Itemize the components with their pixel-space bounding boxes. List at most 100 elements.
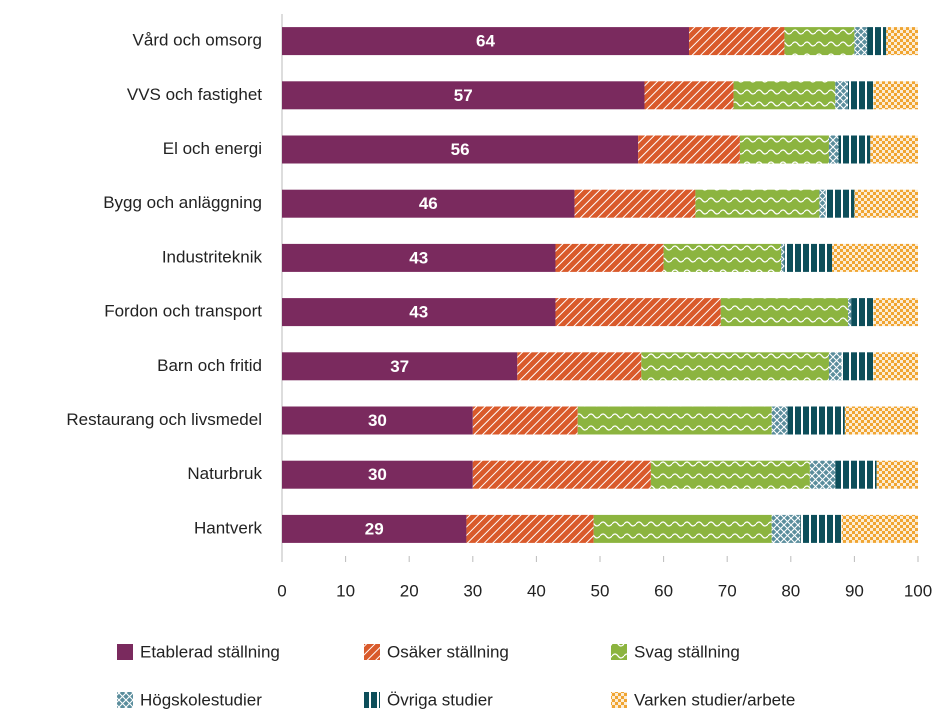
bar-segment bbox=[835, 81, 849, 110]
data-label: 30 bbox=[368, 411, 387, 430]
bar-segment bbox=[663, 243, 782, 272]
legend-swatch bbox=[364, 644, 380, 660]
legend-label: Högskolestudier bbox=[140, 690, 262, 709]
x-tick-label: 20 bbox=[400, 581, 419, 600]
bar-segment bbox=[466, 514, 594, 543]
legend-label: Osäker ställning bbox=[387, 642, 509, 661]
bar-segment bbox=[282, 298, 556, 327]
bar-segment bbox=[282, 189, 575, 218]
bar-segment bbox=[848, 298, 852, 327]
legend-swatch bbox=[611, 692, 627, 708]
x-tick-label: 100 bbox=[904, 581, 932, 600]
category-label: Industriteknik bbox=[162, 247, 263, 266]
bar-segment bbox=[886, 27, 918, 56]
legend-label: Övriga studier bbox=[387, 690, 493, 709]
data-label: 56 bbox=[451, 140, 470, 159]
bar-segment bbox=[873, 81, 918, 110]
bar-segment bbox=[771, 514, 801, 543]
bar-segment bbox=[800, 514, 842, 543]
bar-segment bbox=[835, 460, 877, 489]
bar-segment bbox=[282, 81, 645, 110]
legend-swatch bbox=[117, 644, 133, 660]
bar-segment bbox=[555, 243, 664, 272]
bar-segment bbox=[848, 81, 874, 110]
bar-segment bbox=[851, 298, 874, 327]
x-tick-label: 0 bbox=[277, 581, 286, 600]
bar-segment bbox=[638, 135, 740, 164]
bar-segment bbox=[282, 27, 690, 56]
bar-segment bbox=[282, 135, 639, 164]
bar-segment bbox=[282, 514, 467, 543]
bar-segment bbox=[771, 406, 788, 435]
bar-segment bbox=[577, 406, 772, 435]
bar-segment bbox=[282, 352, 518, 381]
legend-label: Etablerad ställning bbox=[140, 642, 280, 661]
bar-segment bbox=[282, 460, 473, 489]
x-tick-label: 10 bbox=[336, 581, 355, 600]
bar-segment bbox=[555, 298, 721, 327]
legend-label: Svag ställning bbox=[634, 642, 740, 661]
data-label: 64 bbox=[476, 32, 495, 51]
category-label: El och energi bbox=[163, 139, 262, 158]
bar-segment bbox=[873, 298, 918, 327]
bar-segment bbox=[787, 406, 845, 435]
bar-segment bbox=[472, 406, 578, 435]
legend-swatch bbox=[364, 692, 380, 708]
bar-segment bbox=[844, 406, 918, 435]
bar-segment bbox=[838, 135, 871, 164]
bar-segment bbox=[854, 189, 918, 218]
x-tick-label: 80 bbox=[781, 581, 800, 600]
bar-segment bbox=[689, 27, 785, 56]
bar-segment bbox=[472, 460, 651, 489]
bar-segment bbox=[873, 352, 918, 381]
bar-segment bbox=[841, 352, 874, 381]
bar-segment bbox=[739, 135, 829, 164]
bar-segment bbox=[784, 243, 833, 272]
category-label: Naturbruk bbox=[187, 464, 262, 483]
bar-segment bbox=[574, 189, 696, 218]
bar-segment bbox=[854, 27, 868, 56]
bar-segment bbox=[593, 514, 772, 543]
bar-segment bbox=[517, 352, 642, 381]
category-label: Bygg och anläggning bbox=[103, 193, 262, 212]
bar-segment bbox=[282, 406, 473, 435]
bar-segment bbox=[828, 135, 839, 164]
x-tick-label: 30 bbox=[463, 581, 482, 600]
data-label: 29 bbox=[365, 519, 384, 538]
data-label: 43 bbox=[409, 248, 428, 267]
data-label: 43 bbox=[409, 303, 428, 322]
legend-label: Varken studier/arbete bbox=[634, 690, 795, 709]
category-label: Barn och fritid bbox=[157, 356, 262, 375]
x-tick-label: 90 bbox=[845, 581, 864, 600]
category-label: Hantverk bbox=[194, 518, 263, 537]
bar-segment bbox=[809, 460, 836, 489]
bar-segment bbox=[867, 27, 887, 56]
bar-segment bbox=[870, 135, 918, 164]
data-label: 30 bbox=[368, 465, 387, 484]
bar-segment bbox=[641, 352, 829, 381]
x-tick-label: 40 bbox=[527, 581, 546, 600]
bar-segment bbox=[825, 189, 855, 218]
bar-segment bbox=[876, 460, 918, 489]
bar-segment bbox=[828, 352, 842, 381]
bar-segment bbox=[841, 514, 918, 543]
bar-segment bbox=[644, 81, 734, 110]
data-label: 46 bbox=[419, 194, 438, 213]
category-label: Fordon och transport bbox=[104, 302, 262, 321]
legend-swatch bbox=[611, 644, 627, 660]
category-label: Restaurang och livsmedel bbox=[66, 410, 262, 429]
bar-segment bbox=[720, 298, 849, 327]
data-label: 37 bbox=[390, 357, 409, 376]
category-label: VVS och fastighet bbox=[127, 85, 262, 104]
x-tick-label: 50 bbox=[591, 581, 610, 600]
bar-segment bbox=[781, 243, 785, 272]
bar-segment bbox=[733, 81, 836, 110]
x-tick-label: 60 bbox=[654, 581, 673, 600]
category-label: Vård och omsorg bbox=[133, 31, 262, 50]
data-label: 57 bbox=[454, 86, 473, 105]
legend-swatch bbox=[117, 692, 133, 708]
bar-segment bbox=[282, 243, 556, 272]
bar-segment bbox=[784, 27, 855, 56]
bar-segment bbox=[832, 243, 918, 272]
